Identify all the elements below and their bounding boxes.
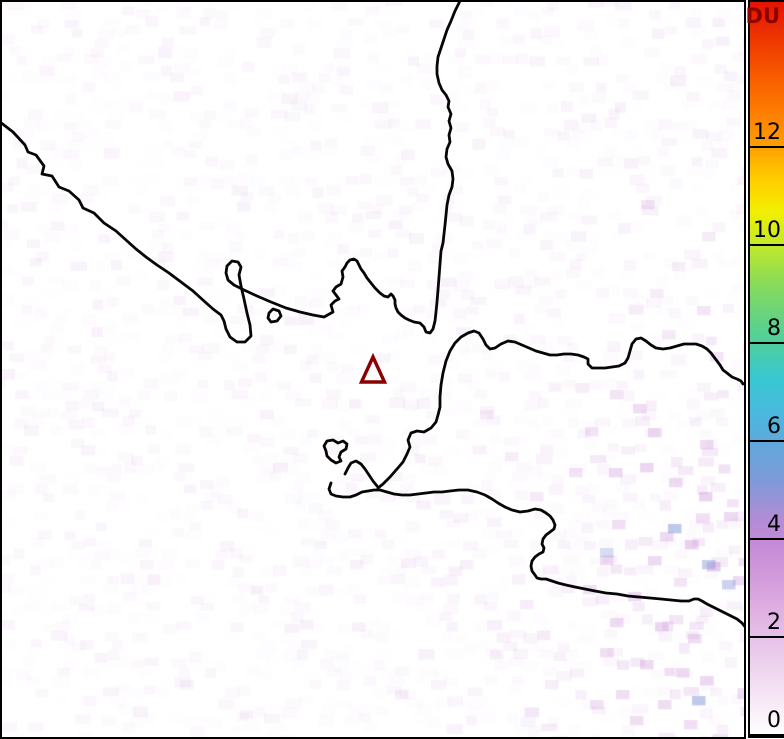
colorbar-tick bbox=[750, 243, 784, 247]
colorbar-tick bbox=[750, 537, 784, 541]
coastline-path bbox=[343, 459, 379, 488]
colorbar-tick bbox=[750, 145, 784, 149]
colorbar-unit-label: DU bbox=[745, 4, 780, 28]
colorbar-tick-label: 4 bbox=[767, 512, 781, 537]
colorbar-tick-label: 8 bbox=[767, 316, 781, 341]
colorbar: DU 12 10 8 6 4 2 0 bbox=[745, 0, 784, 738]
colorbar-tick-label: 2 bbox=[767, 610, 781, 635]
colorbar-tick-label: 0 bbox=[767, 708, 781, 733]
colorbar-tick-label: 6 bbox=[767, 414, 781, 439]
coastline-svg bbox=[2, 2, 744, 628]
colorbar-tick-label: 10 bbox=[753, 218, 781, 243]
colorbar-tick bbox=[750, 733, 784, 737]
colorbar-tick-label: 12 bbox=[753, 120, 781, 145]
so2-pixel-mosaic bbox=[2, 2, 744, 737]
colorbar-tick bbox=[750, 341, 784, 345]
volcano-marker-icon bbox=[358, 352, 388, 384]
coastline-path bbox=[376, 329, 744, 490]
colorbar-tick bbox=[750, 635, 784, 639]
colorbar-tick bbox=[750, 439, 784, 443]
colorbar-gradient bbox=[750, 2, 784, 736]
coastline-path bbox=[266, 307, 283, 324]
coastline-path bbox=[322, 438, 349, 465]
coastline-path bbox=[2, 2, 461, 344]
coastline-path bbox=[327, 481, 744, 628]
map-area bbox=[0, 0, 746, 739]
